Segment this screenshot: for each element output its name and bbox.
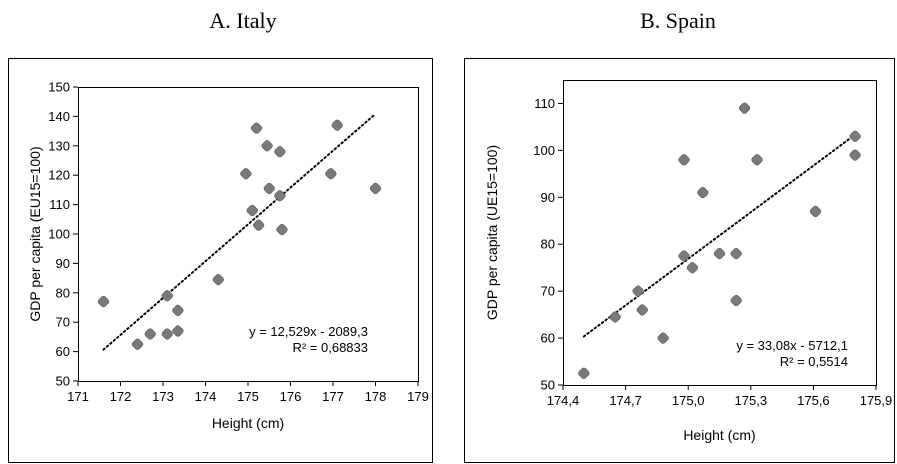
- x-tick-label: 179: [407, 389, 429, 404]
- scatter-point: [212, 273, 224, 286]
- y-tick-label: 80: [56, 285, 70, 300]
- scatter-point: [697, 186, 709, 199]
- scatter-point: [578, 367, 590, 379]
- scatter-point: [678, 250, 690, 262]
- scatter-point: [331, 119, 343, 131]
- y-tick-label: 50: [541, 378, 555, 393]
- panel-frame-italy: [8, 58, 433, 463]
- y-tick-label: 70: [541, 284, 555, 299]
- scatter-point: [172, 304, 184, 317]
- scatter-point: [657, 332, 669, 344]
- scatter-point: [144, 328, 156, 340]
- y-tick-label: 90: [541, 190, 555, 205]
- scatter-point: [751, 154, 763, 166]
- y-tick-label: 50: [56, 374, 70, 389]
- y-tick-label: 140: [48, 109, 70, 124]
- y-tick-label: 60: [541, 331, 555, 346]
- scatter-point: [609, 311, 621, 323]
- scatter-point: [809, 205, 822, 218]
- scatter-point: [161, 290, 173, 302]
- scatter-point: [261, 140, 273, 152]
- trendline-equation: y = 33,08x - 5712,1: [736, 338, 848, 353]
- chart-title-spain: B. Spain: [640, 8, 716, 33]
- y-tick-label: 150: [48, 80, 70, 95]
- trendline-equation: y = 12,529x - 2089,3: [249, 324, 368, 339]
- plot-spain: 174,4 174,7 175,0 175,3 175,6 175,9 50 60 70 80 90…: [484, 80, 893, 443]
- x-tick-label: 177: [322, 389, 344, 404]
- scatter-point: [636, 304, 648, 316]
- x-tick-label: 172: [110, 389, 132, 404]
- chart-title-italy: A. Italy: [209, 8, 277, 33]
- x-tick-label: 174,7: [609, 393, 642, 408]
- y-tick-label: 110: [534, 96, 555, 111]
- scatter-point: [274, 146, 286, 158]
- y-axis-label: GDP per capita (EU15=100): [27, 146, 43, 321]
- trendline: [102, 112, 377, 351]
- x-tick-label: 174: [195, 389, 217, 404]
- scatter-point: [97, 295, 110, 308]
- x-tick-label: 175,3: [735, 393, 768, 408]
- x-axis-label: Height (cm): [212, 415, 284, 431]
- y-tick-label: 120: [48, 168, 70, 183]
- scatter-point: [849, 130, 861, 142]
- scatter-point: [274, 190, 286, 202]
- scatter-point: [730, 294, 742, 307]
- scatter-point: [325, 168, 337, 180]
- panel-frame-spain: [464, 58, 895, 463]
- x-tick-label: 175,0: [672, 393, 705, 408]
- x-tick-label: 173: [152, 389, 174, 404]
- y-tick-label: 70: [56, 315, 70, 330]
- scatter-point: [263, 182, 275, 195]
- y-tick-label: 60: [56, 344, 70, 359]
- y-tick-label: 110: [49, 197, 70, 212]
- scatter-point: [172, 325, 184, 337]
- scatter-point: [276, 223, 288, 236]
- r-squared-label: R² = 0,68833: [292, 340, 368, 355]
- y-tick-label: 100: [48, 227, 70, 242]
- x-tick-label: 171: [67, 389, 89, 404]
- scatter-point: [678, 154, 690, 166]
- scatter-point: [131, 338, 144, 350]
- y-tick-label: 100: [533, 143, 555, 158]
- y-tick-label: 80: [541, 237, 555, 252]
- x-tick-label: 175,6: [797, 393, 830, 408]
- scatter-point: [246, 204, 258, 217]
- x-tick-label: 174,4: [547, 393, 580, 408]
- scatter-point: [240, 168, 252, 180]
- x-tick-label: 176: [280, 389, 302, 404]
- scatter-point: [161, 328, 173, 340]
- scatter-point: [730, 247, 742, 260]
- y-tick-label: 130: [48, 138, 70, 153]
- y-axis-label: GDP per capita (UE15=100): [484, 145, 500, 320]
- scatter-point: [250, 122, 263, 134]
- scatter-point: [369, 182, 382, 195]
- scatter-point: [686, 262, 699, 274]
- x-tick-label: 175,9: [860, 393, 893, 408]
- plot-italy: 171 172 173 174 175 176 177 178 179 50 60 70 80 90 100…: [27, 80, 429, 432]
- x-tick-label: 178: [365, 389, 387, 404]
- plot-area-frame: [563, 80, 877, 386]
- scatter-point: [632, 285, 644, 297]
- scatter-point: [713, 247, 726, 260]
- x-axis-label: Height (cm): [683, 427, 755, 443]
- scatter-point: [738, 102, 751, 114]
- x-tick-label: 175: [237, 389, 259, 404]
- scatter-point: [252, 219, 265, 231]
- trendline: [582, 133, 857, 338]
- scatter-point: [849, 149, 861, 161]
- r-squared-label: R² = 0,5514: [780, 354, 848, 369]
- y-tick-label: 90: [56, 256, 70, 271]
